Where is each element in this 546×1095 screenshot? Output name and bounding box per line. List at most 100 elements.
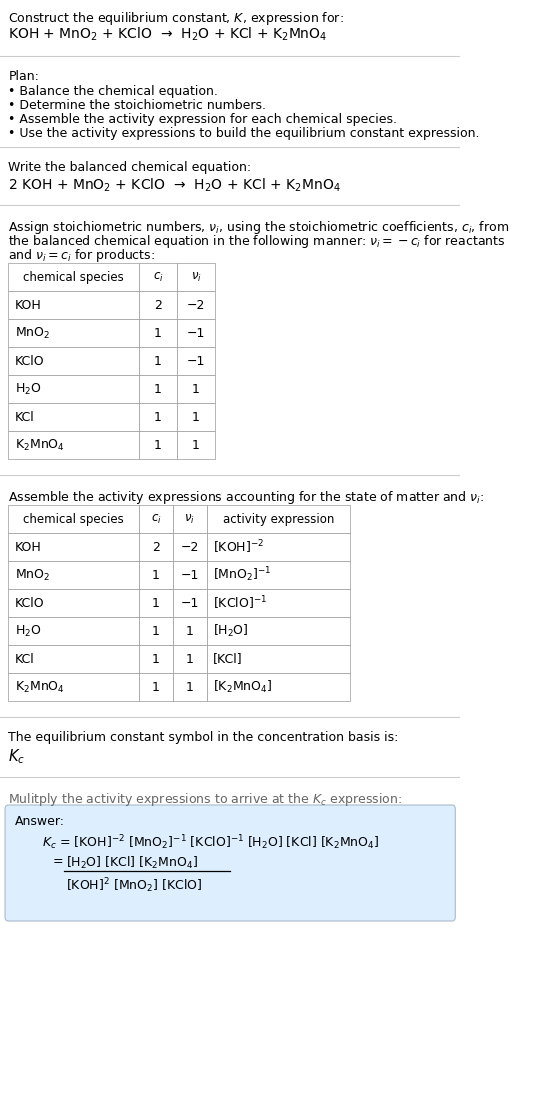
Text: $c_i$: $c_i$ — [151, 512, 161, 526]
Text: [KOH]$^{-2}$: [KOH]$^{-2}$ — [213, 539, 265, 556]
Bar — [177, 291, 215, 319]
Bar — [8, 319, 139, 347]
Text: $\nu_i$: $\nu_i$ — [191, 270, 201, 284]
Text: Construct the equilibrium constant, $K$, expression for:: Construct the equilibrium constant, $K$,… — [8, 10, 345, 27]
Text: −1: −1 — [181, 597, 199, 610]
Text: 1: 1 — [154, 326, 162, 339]
Text: [K$_2$MnO$_4$]: [K$_2$MnO$_4$] — [213, 679, 273, 695]
Text: −1: −1 — [187, 355, 205, 368]
Text: [KCl]: [KCl] — [213, 653, 243, 666]
Text: 1: 1 — [154, 411, 162, 424]
Text: KOH: KOH — [15, 299, 42, 311]
Bar — [177, 374, 215, 403]
Text: 1: 1 — [152, 653, 160, 666]
Bar — [177, 319, 215, 347]
Bar — [139, 673, 173, 701]
Text: 1: 1 — [186, 624, 194, 637]
Bar — [173, 533, 206, 561]
Bar — [8, 673, 139, 701]
Text: 2 KOH + MnO$_2$ + KClO  →  H$_2$O + KCl + K$_2$MnO$_4$: 2 KOH + MnO$_2$ + KClO → H$_2$O + KCl + … — [8, 177, 341, 195]
Bar — [8, 403, 139, 431]
Text: [MnO$_2$]$^{-1}$: [MnO$_2$]$^{-1}$ — [213, 566, 272, 585]
Bar — [8, 263, 139, 291]
Text: KCl: KCl — [15, 653, 35, 666]
Text: Answer:: Answer: — [15, 815, 65, 828]
Text: 1: 1 — [154, 382, 162, 395]
Bar — [139, 291, 177, 319]
Text: $K_c$ = [KOH]$^{-2}$ [MnO$_2$]$^{-1}$ [KClO]$^{-1}$ [H$_2$O] [KCl] [K$_2$MnO$_4$: $K_c$ = [KOH]$^{-2}$ [MnO$_2$]$^{-1}$ [K… — [42, 833, 380, 852]
Bar — [177, 347, 215, 374]
Text: KCl: KCl — [15, 411, 35, 424]
Bar — [177, 403, 215, 431]
Text: chemical species: chemical species — [23, 512, 124, 526]
Bar — [8, 533, 139, 561]
Text: [H$_2$O]: [H$_2$O] — [213, 623, 249, 639]
Text: 1: 1 — [152, 568, 160, 581]
Text: 1: 1 — [192, 438, 200, 451]
Bar — [173, 645, 206, 673]
Bar — [206, 589, 350, 616]
Text: K$_2$MnO$_4$: K$_2$MnO$_4$ — [15, 680, 65, 694]
Bar — [8, 347, 139, 374]
Text: Mulitply the activity expressions to arrive at the $K_c$ expression:: Mulitply the activity expressions to arr… — [8, 791, 403, 808]
Bar — [206, 616, 350, 645]
Text: $\nu_i$: $\nu_i$ — [185, 512, 195, 526]
Bar — [173, 505, 206, 533]
Bar — [206, 645, 350, 673]
Bar — [139, 533, 173, 561]
Bar — [139, 431, 177, 459]
Text: and $\nu_i = c_i$ for products:: and $\nu_i = c_i$ for products: — [8, 247, 156, 264]
Text: 1: 1 — [192, 411, 200, 424]
Bar — [173, 673, 206, 701]
Text: $K_c$: $K_c$ — [8, 747, 26, 765]
Text: 1: 1 — [152, 624, 160, 637]
Text: 1: 1 — [152, 597, 160, 610]
Text: • Balance the chemical equation.: • Balance the chemical equation. — [8, 85, 218, 97]
Text: • Determine the stoichiometric numbers.: • Determine the stoichiometric numbers. — [8, 99, 266, 112]
Bar — [139, 347, 177, 374]
Bar — [8, 505, 139, 533]
Bar — [139, 561, 173, 589]
Text: [H$_2$O] [KCl] [K$_2$MnO$_4$]: [H$_2$O] [KCl] [K$_2$MnO$_4$] — [66, 855, 198, 872]
Bar — [173, 561, 206, 589]
Bar — [139, 589, 173, 616]
Bar — [8, 645, 139, 673]
Bar — [206, 673, 350, 701]
Bar — [173, 589, 206, 616]
Text: • Assemble the activity expression for each chemical species.: • Assemble the activity expression for e… — [8, 113, 397, 126]
Bar — [8, 589, 139, 616]
FancyBboxPatch shape — [5, 805, 455, 921]
Bar — [206, 561, 350, 589]
Bar — [8, 431, 139, 459]
Bar — [177, 263, 215, 291]
Text: KOH: KOH — [15, 541, 42, 553]
Text: the balanced chemical equation in the following manner: $\nu_i = -c_i$ for react: the balanced chemical equation in the fo… — [8, 233, 506, 250]
Bar — [173, 616, 206, 645]
Text: Assemble the activity expressions accounting for the state of matter and $\nu_i$: Assemble the activity expressions accoun… — [8, 489, 485, 506]
Bar — [139, 403, 177, 431]
Bar — [139, 645, 173, 673]
Text: H$_2$O: H$_2$O — [15, 381, 41, 396]
Bar — [206, 533, 350, 561]
Bar — [177, 431, 215, 459]
Bar — [8, 616, 139, 645]
Text: 1: 1 — [186, 653, 194, 666]
Text: • Use the activity expressions to build the equilibrium constant expression.: • Use the activity expressions to build … — [8, 127, 480, 140]
Bar — [206, 505, 350, 533]
Text: 2: 2 — [154, 299, 162, 311]
Text: KClO: KClO — [15, 355, 45, 368]
Text: chemical species: chemical species — [23, 270, 124, 284]
Bar — [139, 374, 177, 403]
Bar — [139, 616, 173, 645]
Text: activity expression: activity expression — [223, 512, 334, 526]
Text: −2: −2 — [187, 299, 205, 311]
Text: −1: −1 — [187, 326, 205, 339]
Text: [KClO]$^{-1}$: [KClO]$^{-1}$ — [213, 595, 268, 612]
Text: Write the balanced chemical equation:: Write the balanced chemical equation: — [8, 161, 252, 174]
Bar — [8, 561, 139, 589]
Text: 1: 1 — [154, 355, 162, 368]
Text: Assign stoichiometric numbers, $\nu_i$, using the stoichiometric coefficients, $: Assign stoichiometric numbers, $\nu_i$, … — [8, 219, 509, 237]
Bar — [139, 263, 177, 291]
Text: H$_2$O: H$_2$O — [15, 623, 41, 638]
Text: K$_2$MnO$_4$: K$_2$MnO$_4$ — [15, 437, 65, 452]
